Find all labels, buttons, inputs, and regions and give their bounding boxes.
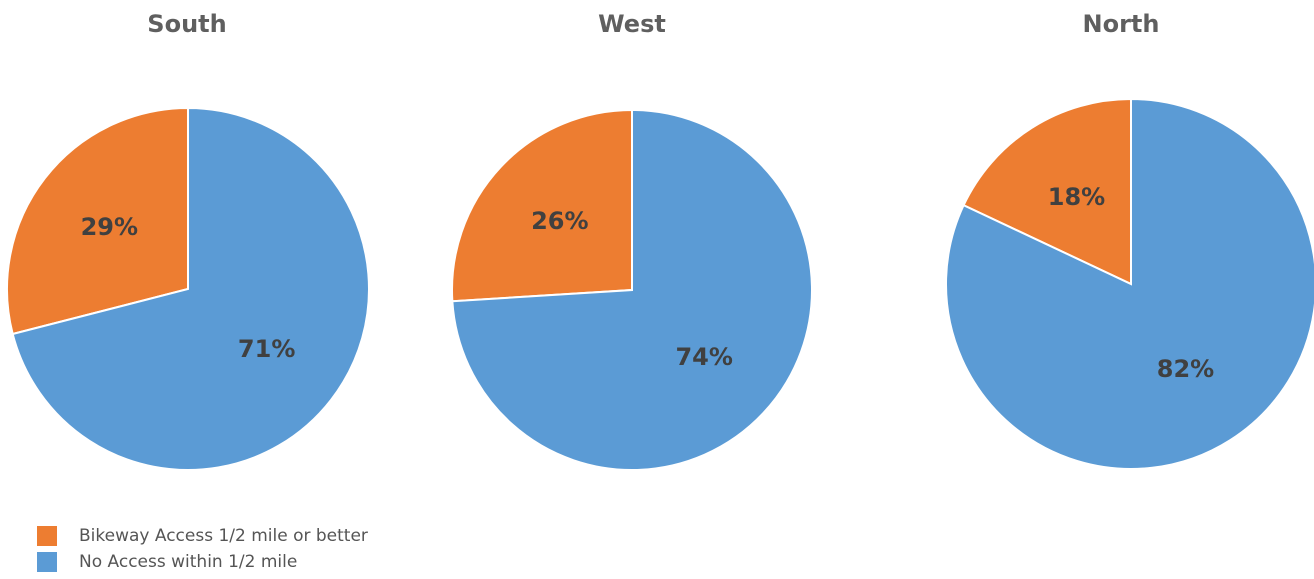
data-label-west-no-access: 74%: [675, 343, 732, 371]
pie-west: 26% 74%: [451, 108, 813, 471]
legend-label-bikeway: Bikeway Access 1/2 mile or better: [79, 526, 368, 546]
pie-slice-west-no-access: [451, 108, 813, 471]
pie-north: 18% 82%: [945, 97, 1314, 470]
legend-label-no-access: No Access within 1/2 mile: [79, 552, 298, 572]
pie-slice-west-bikeway: [451, 108, 633, 303]
legend-item-bikeway: Bikeway Access 1/2 mile or better: [37, 523, 368, 549]
pie-slice-north-no-access: [945, 97, 1314, 470]
chart-title-north: North: [1082, 10, 1160, 38]
legend-swatch-no-access: [37, 552, 57, 572]
data-label-south-no-access: 71%: [238, 335, 295, 363]
legend: Bikeway Access 1/2 mile or better No Acc…: [37, 523, 368, 575]
pie-slice-north-bikeway: [962, 97, 1132, 286]
chart-title-west: West: [598, 10, 666, 38]
pie-south: 29% 71%: [6, 106, 370, 471]
data-label-north-bikeway: 18%: [1048, 183, 1105, 211]
chart-title-south: South: [147, 10, 227, 38]
data-label-west-bikeway: 26%: [531, 207, 588, 235]
pie-slice-south-no-access: [11, 106, 370, 471]
pie-slice-south-bikeway: [6, 106, 189, 336]
legend-swatch-bikeway: [37, 526, 57, 546]
legend-item-no-access: No Access within 1/2 mile: [37, 549, 368, 575]
data-label-north-no-access: 82%: [1157, 355, 1214, 383]
data-label-south-bikeway: 29%: [81, 213, 138, 241]
